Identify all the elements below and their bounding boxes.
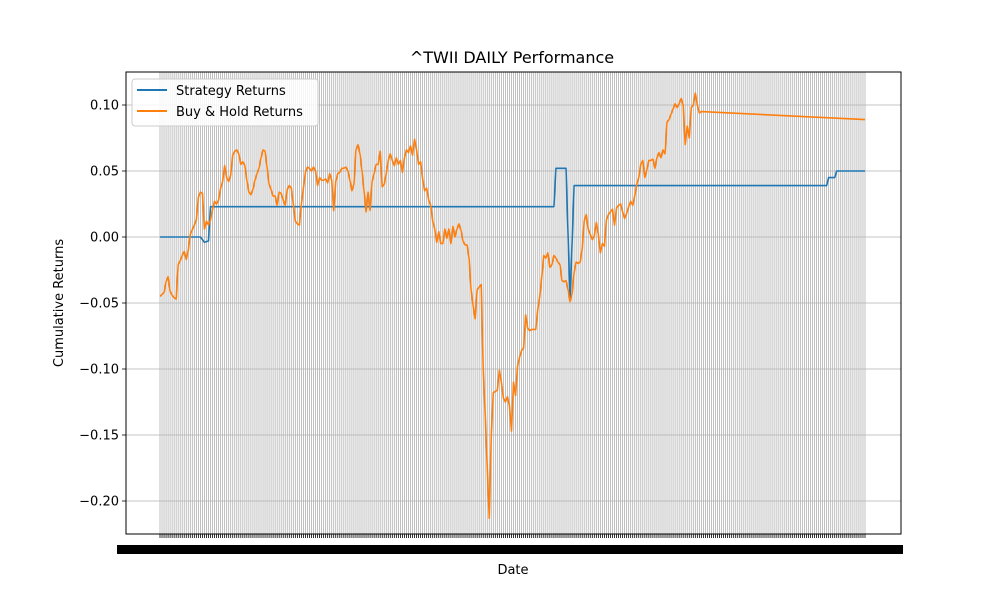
y-tick-label: −0.05 [79, 297, 119, 312]
legend-label-buy-hold: Buy & Hold Returns [176, 105, 303, 120]
y-tick-label: 0.00 [90, 231, 119, 246]
y-tick-label: −0.15 [79, 429, 119, 444]
y-tick-label: −0.10 [79, 363, 119, 378]
y-tick-label: −0.20 [79, 495, 119, 510]
x-axis-tick-labels [117, 545, 903, 554]
x-axis-label: Date [497, 563, 528, 578]
y-axis-ticks: 0.10 0.05 0.00 −0.05 −0.10 −0.15 −0.20 [79, 99, 126, 510]
legend-box [131, 78, 319, 127]
buy-hold-returns-line [159, 92, 866, 519]
x-tick-labels-overlap [117, 545, 903, 554]
legend: Strategy Returns Buy & Hold Returns [131, 78, 319, 127]
y-tick-label: 0.05 [90, 165, 119, 180]
y-tick-label: 0.10 [90, 99, 119, 114]
y-axis-label: Cumulative Returns [52, 239, 67, 367]
chart-title: ^TWII DAILY Performance [410, 48, 614, 67]
x-axis-ticks [159, 534, 866, 538]
legend-label-strategy: Strategy Returns [176, 84, 286, 99]
plot-area-frame [125, 71, 902, 535]
strategy-returns-line [160, 167, 865, 302]
series-layer [159, 92, 866, 519]
